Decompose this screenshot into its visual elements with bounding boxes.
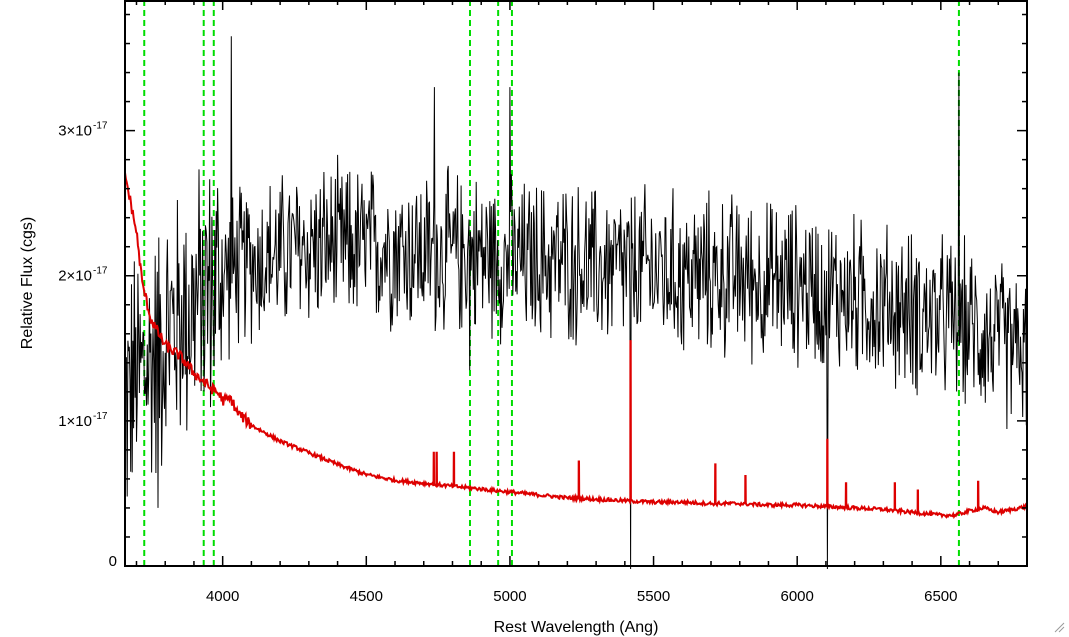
y-tick-label: 1×10 <box>58 413 92 430</box>
y-tick-exponent: -17 <box>93 266 108 277</box>
x-tick-label: 6000 <box>781 588 814 605</box>
continuum-line <box>124 172 1028 520</box>
x-tick-label: 4500 <box>350 588 383 605</box>
x-tick-label: 5000 <box>493 588 526 605</box>
y-axis-label: Relative Flux (cgs) <box>19 217 36 349</box>
y-tick-labels: 01×10 -172×10 -173×10 -17 <box>58 121 117 570</box>
y-tick-label: 0 <box>109 553 117 570</box>
y-tick-label: 3×10 <box>58 123 92 140</box>
spectrum-line <box>124 36 1028 570</box>
x-axis-label: Rest Wavelength (Ang) <box>494 619 659 636</box>
plot-frame <box>124 0 1028 567</box>
series-group <box>124 36 1028 570</box>
y-tick-exponent: -17 <box>93 411 108 422</box>
axis-ticks <box>125 0 1028 567</box>
y-tick-exponent: -17 <box>93 121 108 132</box>
x-tick-labels: 4000 4500 5000 5500 6000 6500 <box>206 588 958 605</box>
y-tick-label: 2×10 <box>58 268 92 285</box>
series-2 <box>124 172 1028 520</box>
resize-grip-icon[interactable] <box>1053 621 1065 633</box>
x-tick-label: 6500 <box>924 588 957 605</box>
x-tick-label: 5500 <box>637 588 670 605</box>
series-1 <box>124 36 1028 570</box>
x-tick-label: 4000 <box>206 588 239 605</box>
